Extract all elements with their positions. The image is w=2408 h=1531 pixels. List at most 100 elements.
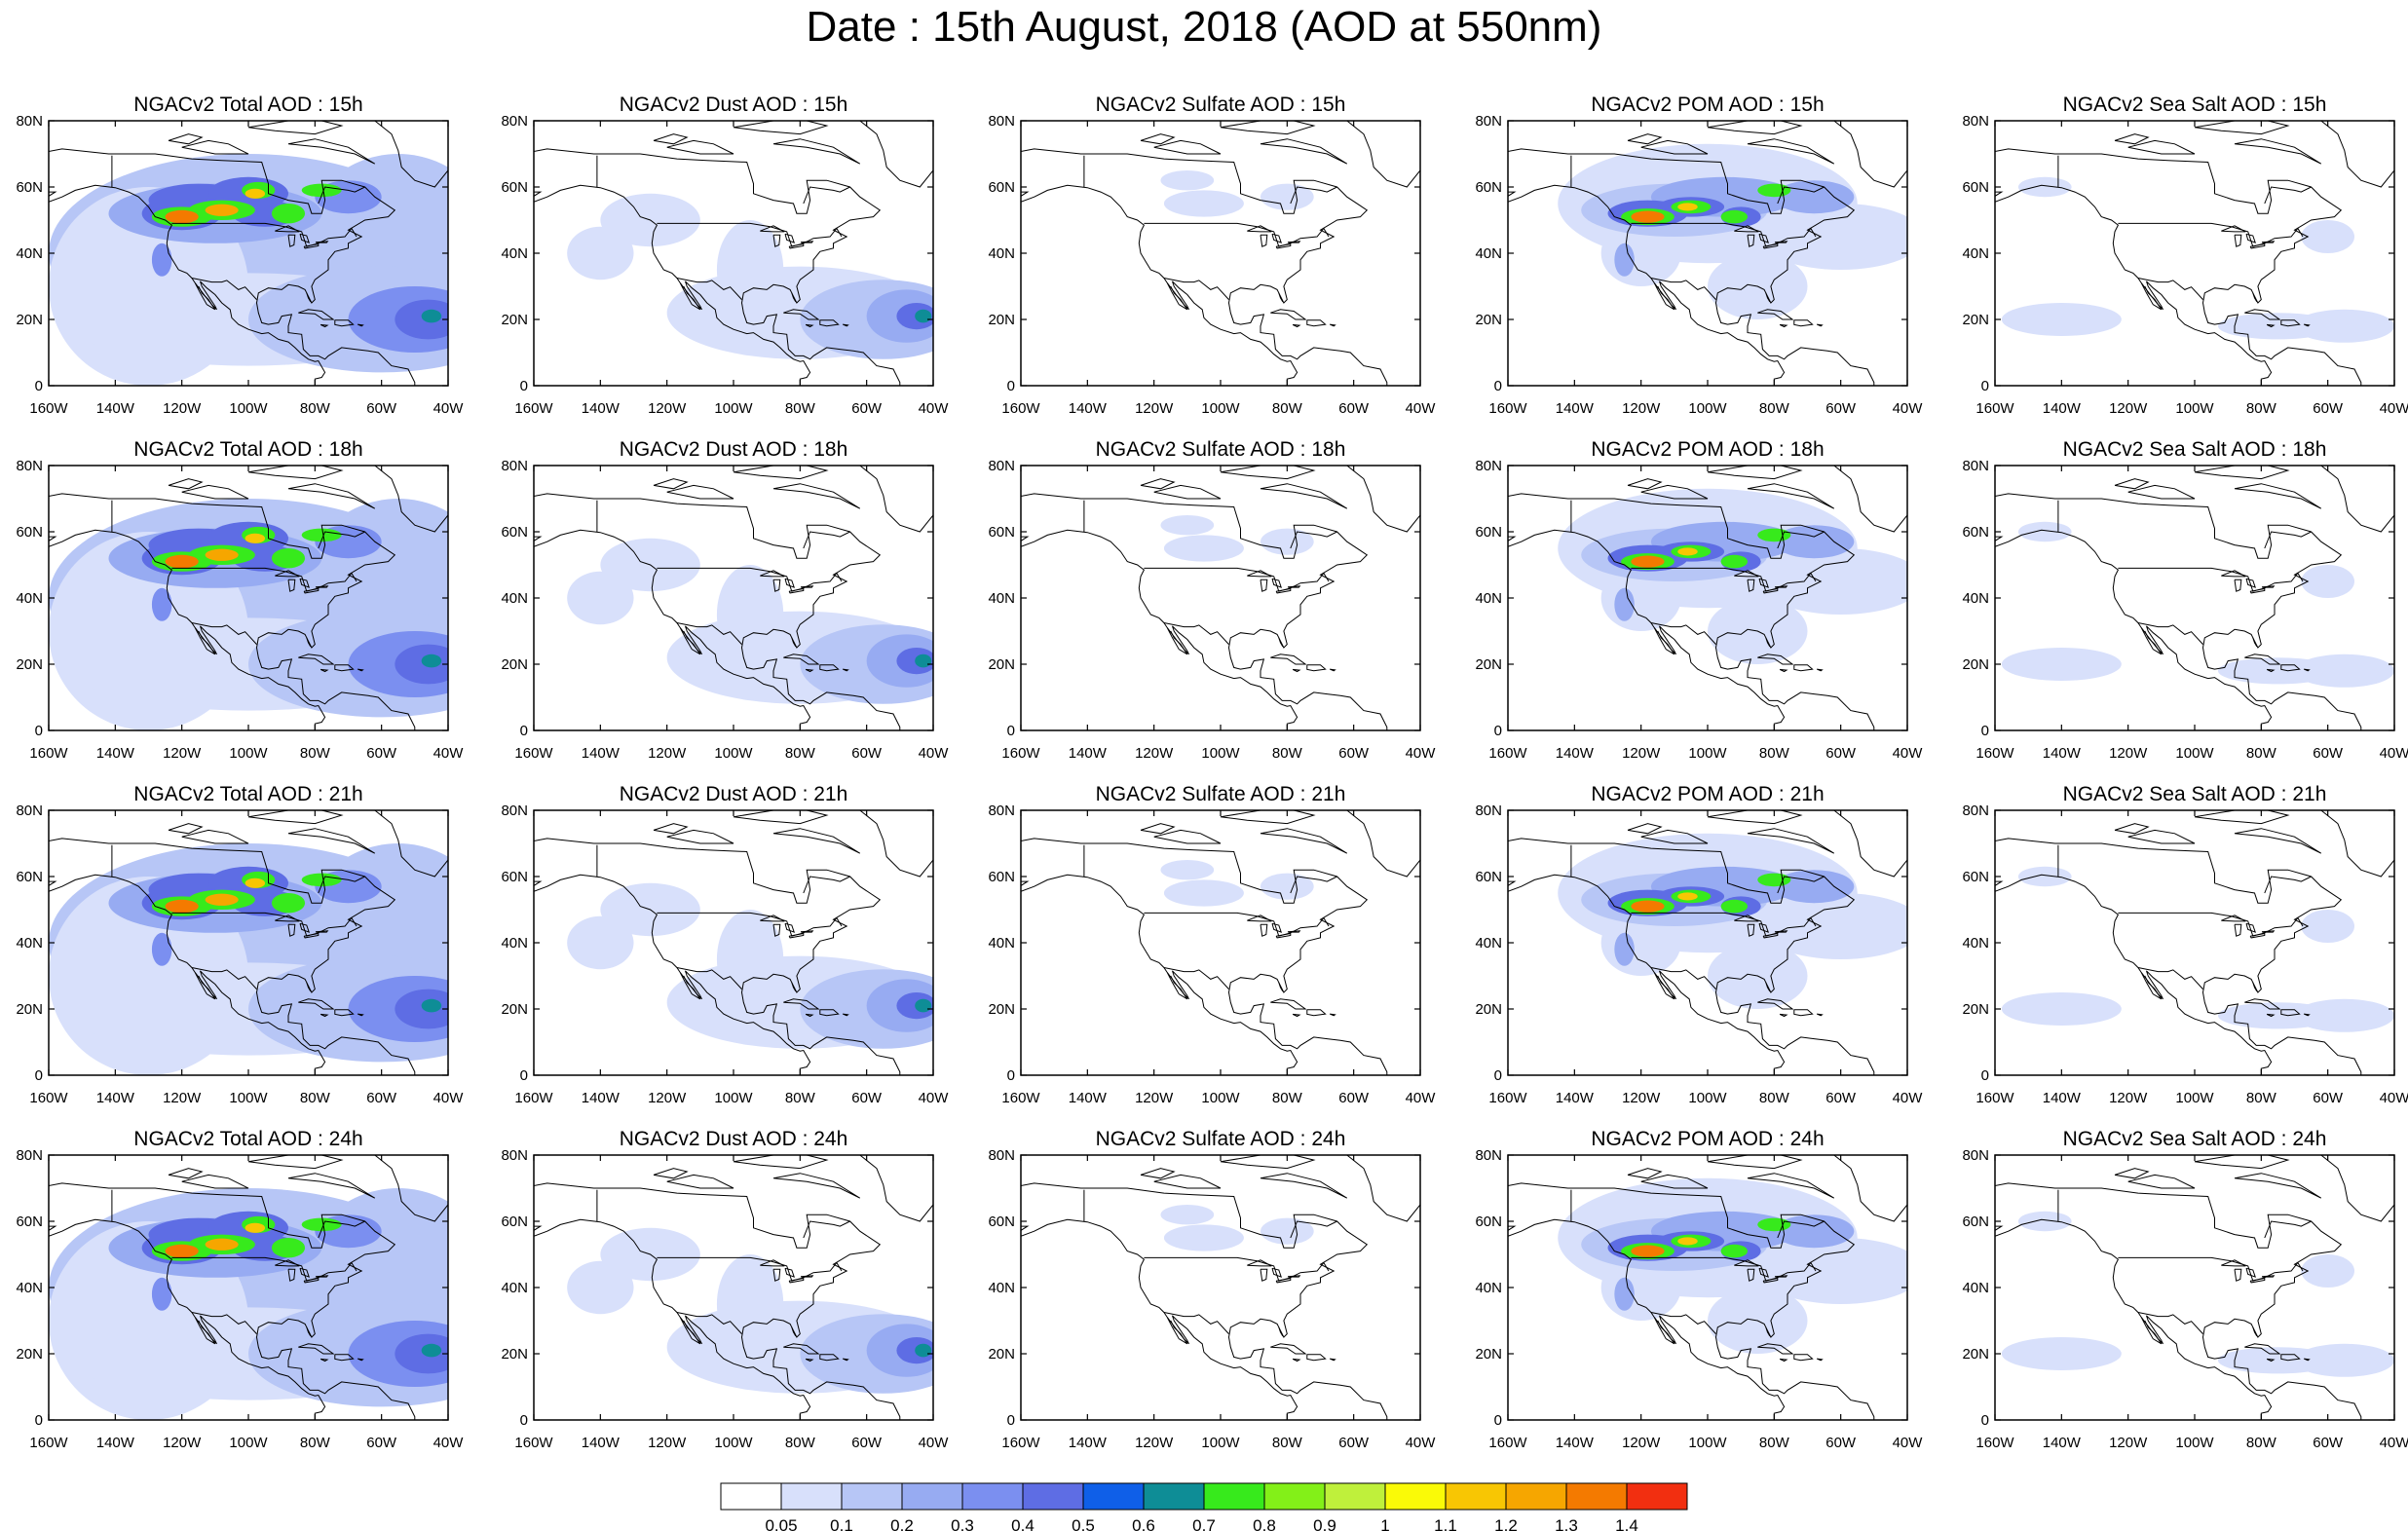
- lon-tick-label: 40W: [1893, 745, 1924, 762]
- aod-blob: [165, 1244, 199, 1258]
- aod-blob: [1720, 209, 1749, 224]
- panel-title: NGACv2 Sulfate AOD : 15h: [1096, 93, 1346, 116]
- coastline: [49, 810, 448, 1075]
- lat-tick-label: 20N: [988, 656, 1015, 673]
- coastline: [1995, 466, 2394, 730]
- panel-title: NGACv2 Dust AOD : 24h: [620, 1128, 848, 1150]
- lon-tick-label: 80W: [2246, 400, 2277, 417]
- lon-tick-label: 160W: [29, 1435, 68, 1451]
- aod-blob: [271, 204, 306, 224]
- lon-tick-label: 80W: [785, 400, 816, 417]
- aod-field: [1995, 1155, 2394, 1420]
- colorbar-swatch: [1565, 1482, 1628, 1511]
- lon-tick-label: 40W: [919, 745, 950, 762]
- colorbar-swatch: [1022, 1482, 1084, 1511]
- map-panel-sulfate-0: NGACv2 Sulfate AOD : 15h 80N 60N 40N 20N 0 160…: [988, 93, 1436, 417]
- lon-tick-label: 60W: [1338, 1435, 1370, 1451]
- aod-blob: [2301, 565, 2355, 598]
- lon-tick-label: 80W: [1759, 1090, 1790, 1106]
- lon-tick-label: 60W: [2313, 1435, 2344, 1451]
- lon-tick-label: 120W: [1135, 745, 1174, 762]
- lat-tick-label: 20N: [1962, 312, 1989, 328]
- aod-blob: [421, 998, 442, 1013]
- aod-field: [1995, 810, 2394, 1075]
- lon-tick-label: 160W: [1001, 1090, 1040, 1106]
- lat-tick-label: 80N: [988, 803, 1015, 819]
- aod-blob: [205, 893, 239, 906]
- aod-blob: [395, 644, 448, 685]
- lat-tick-label: 0: [1494, 1067, 1502, 1084]
- lon-tick-label: 160W: [1001, 1435, 1040, 1451]
- map-panel-dust-2: NGACv2 Dust AOD : 21h 80N 60N 40N 20N 0 160W 14…: [501, 783, 949, 1106]
- aod-blob: [301, 528, 342, 542]
- lon-tick-label: 100W: [714, 1435, 753, 1451]
- lon-tick-label: 140W: [96, 1435, 135, 1451]
- lon-tick-label: 140W: [1556, 1435, 1595, 1451]
- aod-blob: [567, 226, 634, 280]
- lat-tick-label: 40N: [1962, 935, 1989, 952]
- lon-tick-label: 100W: [229, 745, 268, 762]
- aod-blob: [205, 204, 239, 216]
- lat-tick-label: 20N: [988, 312, 1015, 328]
- aod-blob: [2294, 653, 2394, 688]
- lon-tick-label: 140W: [2043, 1435, 2082, 1451]
- lat-tick-label: 60N: [16, 869, 43, 885]
- lon-tick-label: 60W: [851, 1090, 883, 1106]
- lat-tick-label: 0: [1981, 1067, 1989, 1084]
- aod-blob: [1757, 1217, 1791, 1232]
- lat-tick-label: 0: [1007, 723, 1015, 739]
- map-panel-pom-1: NGACv2 POM AOD : 18h 80N 60N 40N 20N 0 160W 140…: [1475, 438, 1924, 762]
- colorbar-swatch: [1626, 1482, 1688, 1511]
- coastline: [1508, 1155, 1907, 1420]
- aod-field: [1995, 121, 2394, 386]
- lon-tick-label: 60W: [1825, 1435, 1857, 1451]
- aod-blob: [271, 548, 306, 569]
- lat-tick-label: 20N: [16, 1001, 43, 1018]
- aod-blob: [1160, 1205, 1215, 1225]
- lon-tick-label: 120W: [648, 1435, 687, 1451]
- lat-tick-label: 20N: [16, 656, 43, 673]
- lat-tick-label: 0: [520, 1067, 528, 1084]
- aod-blob: [2001, 1337, 2122, 1370]
- aod-blob: [395, 299, 448, 340]
- lon-tick-label: 40W: [1406, 745, 1437, 762]
- colorbar-swatch: [901, 1482, 963, 1511]
- map-panel-seasalt-1: NGACv2 Sea Salt AOD : 18h 80N 60N 40N 20N 0 16…: [1962, 438, 2408, 762]
- lon-tick-label: 80W: [1272, 1090, 1303, 1106]
- map-panel-sulfate-1: NGACv2 Sulfate AOD : 18h 80N 60N 40N 20N 0 160…: [988, 438, 1437, 762]
- lon-tick-label: 80W: [2246, 745, 2277, 762]
- aod-field: [1508, 1155, 1907, 1420]
- lat-tick-label: 0: [1494, 1412, 1502, 1429]
- coastline: [49, 121, 448, 386]
- lat-tick-label: 60N: [16, 179, 43, 196]
- lon-tick-label: 40W: [919, 400, 950, 417]
- aod-blob: [2301, 1254, 2355, 1288]
- lon-tick-label: 100W: [229, 400, 268, 417]
- lon-tick-label: 40W: [1406, 1090, 1437, 1106]
- lon-tick-label: 160W: [1975, 1090, 2014, 1106]
- aod-field: [534, 810, 933, 1075]
- lon-tick-label: 40W: [433, 400, 465, 417]
- aod-blob: [205, 1238, 239, 1251]
- lon-tick-label: 100W: [1688, 1090, 1727, 1106]
- aod-field: [49, 1155, 448, 1420]
- aod-blob: [1614, 243, 1635, 277]
- aod-blob: [1757, 183, 1791, 198]
- lon-tick-label: 80W: [1759, 745, 1790, 762]
- aod-blob: [301, 1217, 342, 1232]
- aod-blob: [301, 873, 342, 887]
- lat-tick-label: 80N: [1475, 803, 1502, 819]
- lat-tick-label: 80N: [1475, 458, 1502, 474]
- lon-tick-label: 120W: [163, 400, 202, 417]
- aod-blob: [1260, 1217, 1314, 1245]
- colorbar-label: 0.2: [890, 1516, 914, 1531]
- coastline: [534, 1155, 933, 1420]
- aod-blob: [1614, 587, 1635, 621]
- map-panel-sulfate-3: NGACv2 Sulfate AOD : 24h 80N 60N 40N 20N 0 160…: [988, 1128, 1436, 1451]
- lon-tick-label: 120W: [1622, 1090, 1661, 1106]
- colorbar-swatch: [1263, 1482, 1326, 1511]
- lat-tick-label: 40N: [1962, 590, 1989, 607]
- lon-tick-label: 120W: [1135, 400, 1174, 417]
- lon-tick-label: 80W: [300, 745, 331, 762]
- lat-tick-label: 60N: [1962, 869, 1989, 885]
